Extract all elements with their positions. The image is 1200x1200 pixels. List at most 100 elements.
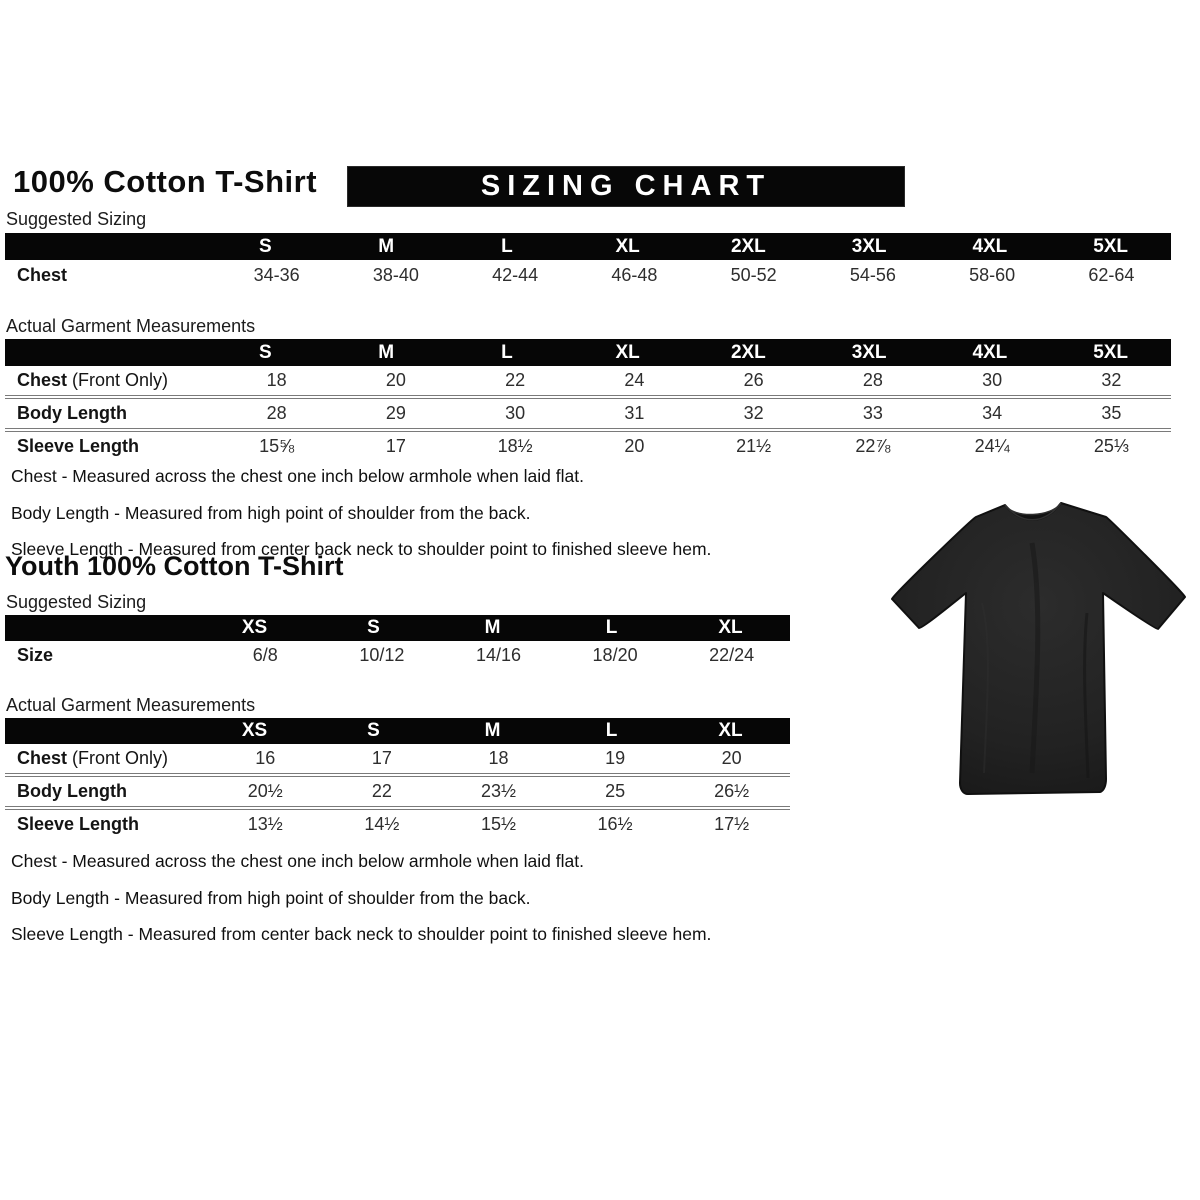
column-header: XL [718, 617, 743, 638]
cell-value: 17½ [714, 814, 750, 834]
cell-value: 22/24 [709, 645, 755, 665]
column-header: S [367, 720, 380, 741]
cell-value: 20 [385, 370, 406, 390]
table-header-row: S M L XL 2XL 3XL 4XL 5XL [5, 233, 1171, 260]
adult-measurement-notes: Chest - Measured across the chest one in… [11, 458, 711, 568]
youth-suggested-sizing-label: Suggested Sizing [6, 592, 147, 612]
cell-value: 50-52 [730, 265, 777, 285]
cell-value: 24 [624, 370, 645, 390]
cell-value: 10/12 [359, 645, 405, 665]
column-header: L [605, 617, 618, 638]
table-header-row: XS S M L XL [5, 718, 790, 744]
cell-value: 14½ [364, 814, 400, 834]
row-label: Chest (Front Only) [5, 748, 207, 769]
column-header: L [501, 235, 513, 257]
note-chest: Chest - Measured across the chest one in… [11, 466, 584, 486]
youth-suggested-sizing-table: XS S M L XL Size 6/8 10/12 14/16 18/20 2… [5, 615, 790, 670]
column-header: XL [718, 720, 743, 741]
table-row-body-length: Body Length 20½ 22 23½ 25 26½ [5, 773, 790, 806]
cell-value: 24¼ [974, 436, 1010, 456]
cell-value: 6/8 [252, 645, 278, 665]
cell-value: 34-36 [253, 265, 300, 285]
youth-section-title: Youth 100% Cotton T-Shirt [5, 551, 344, 581]
row-label-text: Chest [17, 265, 68, 285]
row-label: Body Length [5, 403, 217, 424]
adult-suggested-sizing-table: S M L XL 2XL 3XL 4XL 5XL Chest 34-36 38-… [5, 233, 1171, 291]
cell-value: 33 [862, 403, 883, 423]
column-header: 4XL [972, 341, 1008, 363]
cell-value: 21½ [736, 436, 772, 456]
column-header: 5XL [1093, 235, 1129, 257]
cell-value: 30 [505, 403, 526, 423]
column-header: 5XL [1093, 341, 1129, 363]
cell-value: 19 [605, 748, 626, 768]
cell-value: 42-44 [492, 265, 539, 285]
column-header: S [259, 235, 272, 257]
cell-value: 23½ [480, 781, 516, 801]
table-row-body-length: Body Length 28 29 30 31 32 33 34 35 [5, 395, 1171, 428]
cell-value: 22 [371, 781, 392, 801]
row-label: Size [5, 645, 207, 666]
youth-measurement-notes: Chest - Measured across the chest one in… [11, 843, 711, 953]
tshirt-image [882, 478, 1200, 818]
row-label: Sleeve Length [5, 436, 217, 457]
cell-value: 26 [743, 370, 764, 390]
cell-value: 18 [488, 748, 509, 768]
cell-value: 26½ [714, 781, 750, 801]
column-header: M [484, 617, 501, 638]
cell-value: 15⅝ [259, 436, 295, 456]
column-header: 3XL [851, 341, 887, 363]
cell-value: 13½ [247, 814, 283, 834]
table-row-chest: Chest (Front Only) 18 20 22 24 26 28 30 3… [5, 366, 1171, 395]
cell-value: 35 [1101, 403, 1122, 423]
row-label: Sleeve Length [5, 814, 207, 835]
column-header: L [605, 720, 618, 741]
table-row-chest: Chest (Front Only) 16 17 18 19 20 [5, 744, 790, 773]
cell-value: 25⅓ [1093, 436, 1129, 456]
cell-value: 22 [505, 370, 526, 390]
cell-value: 30 [982, 370, 1003, 390]
row-label-text: Chest [17, 748, 68, 768]
table-row: Chest 34-36 38-40 42-44 46-48 50-52 54-5… [5, 260, 1171, 291]
column-header: M [378, 235, 395, 257]
cell-value: 25 [605, 781, 626, 801]
table-header-row: S M L XL 2XL 3XL 4XL 5XL [5, 339, 1171, 366]
column-header: 3XL [851, 235, 887, 257]
cell-value: 38-40 [372, 265, 419, 285]
row-label-text: Body Length [17, 403, 127, 423]
adult-suggested-sizing-label: Suggested Sizing [6, 209, 147, 229]
cell-value: 16 [255, 748, 276, 768]
cell-value: 15½ [480, 814, 516, 834]
note-sleeve-length: Sleeve Length - Measured from center bac… [11, 924, 712, 944]
note-chest: Chest - Measured across the chest one in… [11, 851, 584, 871]
cell-value: 28 [862, 370, 883, 390]
cell-value: 34 [982, 403, 1003, 423]
cell-value: 20 [624, 436, 645, 456]
row-label-suffix: (Front Only) [72, 370, 169, 390]
note-body-length: Body Length - Measured from high point o… [11, 887, 531, 908]
cell-value: 20 [721, 748, 742, 768]
column-header: XL [615, 235, 640, 257]
note-body-length: Body Length - Measured from high point o… [11, 502, 531, 523]
row-label: Chest [5, 265, 217, 286]
column-header: L [501, 341, 513, 363]
cell-value: 62-64 [1088, 265, 1135, 285]
row-label-text: Sleeve Length [17, 436, 140, 456]
row-label-text: Sleeve Length [17, 814, 140, 834]
cell-value: 20½ [247, 781, 283, 801]
adult-measurements-label: Actual Garment Measurements [6, 316, 256, 336]
column-header: XS [241, 720, 268, 741]
table-header-row: XS S M L XL [5, 615, 790, 641]
cell-value: 58-60 [969, 265, 1016, 285]
row-label-suffix: (Front Only) [72, 748, 169, 768]
note-sleeve-length: Sleeve Length - Measured from center bac… [11, 539, 712, 559]
row-label-text: Body Length [17, 781, 127, 801]
row-label: Chest (Front Only) [5, 370, 217, 391]
column-header: M [378, 341, 395, 363]
column-header: 2XL [730, 341, 766, 363]
column-header: M [484, 720, 501, 741]
banner-title: SIZING CHART [480, 170, 772, 202]
cell-value: 22⅞ [855, 436, 891, 456]
row-label-text: Chest [17, 370, 68, 390]
